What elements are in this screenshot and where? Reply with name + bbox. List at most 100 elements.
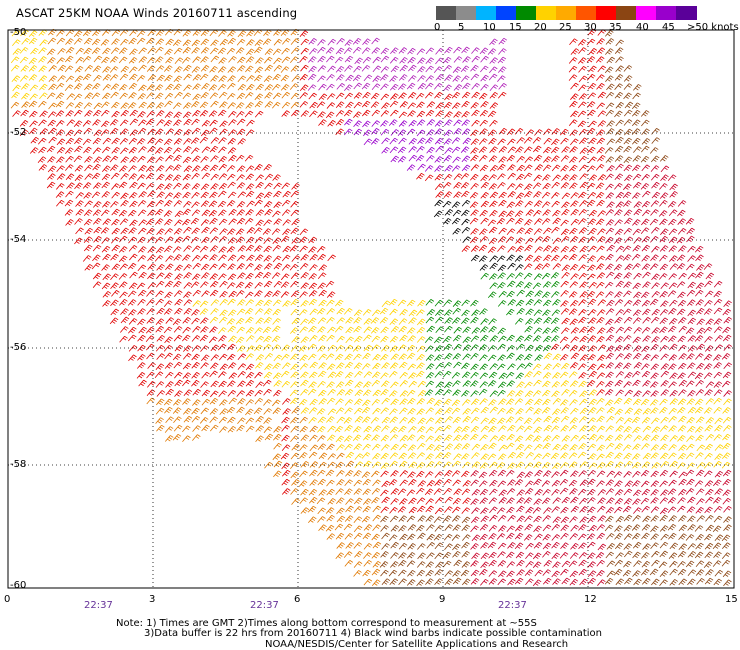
wind-barb bbox=[136, 75, 146, 82]
wind-barb bbox=[613, 397, 623, 405]
wind-barb bbox=[165, 416, 174, 424]
wind-barb bbox=[471, 47, 480, 54]
wind-barb bbox=[461, 245, 471, 252]
wind-barb bbox=[425, 137, 434, 144]
wind-barb bbox=[444, 325, 453, 333]
wind-barb bbox=[362, 478, 372, 486]
wind-barb bbox=[435, 326, 444, 334]
wind-barb bbox=[515, 443, 525, 451]
wind-barb bbox=[327, 371, 337, 379]
wind-barb bbox=[543, 128, 552, 136]
wind-barb bbox=[388, 479, 398, 486]
wind-barb bbox=[64, 147, 74, 154]
wind-barb bbox=[651, 191, 661, 199]
wind-barb bbox=[433, 66, 443, 74]
wind-barb bbox=[434, 183, 444, 190]
wind-barb bbox=[209, 326, 218, 333]
wind-barb bbox=[424, 389, 434, 396]
wind-barb bbox=[462, 380, 472, 387]
wind-barb bbox=[354, 57, 363, 65]
lon-label: 15 bbox=[725, 594, 738, 605]
wind-barb bbox=[417, 552, 426, 560]
wind-barb bbox=[263, 417, 272, 425]
wind-barb bbox=[434, 435, 443, 442]
wind-barb bbox=[596, 470, 606, 478]
wind-barb bbox=[487, 380, 497, 387]
wind-barb bbox=[686, 353, 695, 360]
wind-barb bbox=[326, 93, 336, 100]
wind-barb bbox=[614, 461, 624, 469]
wind-barb bbox=[605, 352, 615, 360]
wind-barb bbox=[380, 110, 390, 117]
wind-barb bbox=[687, 245, 696, 253]
wind-barb bbox=[514, 272, 524, 279]
wind-barb bbox=[559, 452, 569, 459]
wind-barb bbox=[138, 101, 147, 109]
wind-barb bbox=[433, 83, 443, 90]
wind-barb bbox=[102, 300, 111, 307]
legend-label: 30 bbox=[584, 22, 597, 33]
wind-barb bbox=[146, 84, 156, 91]
wind-barb bbox=[118, 181, 128, 189]
wind-barb bbox=[578, 524, 587, 531]
wind-barb bbox=[281, 462, 290, 470]
wind-barb bbox=[498, 48, 507, 55]
wind-barb bbox=[444, 93, 453, 101]
wind-barb bbox=[480, 417, 490, 425]
wind-barb bbox=[578, 416, 588, 423]
wind-barb bbox=[695, 380, 704, 387]
wind-barb bbox=[596, 444, 606, 452]
wind-barb bbox=[650, 165, 660, 172]
wind-barb bbox=[390, 353, 400, 361]
wind-barb bbox=[146, 371, 155, 379]
wind-barb bbox=[227, 181, 236, 189]
wind-barb bbox=[208, 336, 218, 344]
wind-barb bbox=[93, 55, 103, 63]
wind-barb bbox=[136, 138, 146, 145]
wind-barb bbox=[426, 397, 436, 405]
wind-barb bbox=[595, 182, 605, 190]
wind-barb bbox=[164, 272, 173, 280]
wind-barb bbox=[101, 101, 110, 109]
wind-barb bbox=[651, 245, 660, 253]
wind-barb bbox=[398, 578, 407, 585]
wind-barb bbox=[569, 300, 579, 307]
wind-barb bbox=[678, 543, 688, 551]
wind-barb bbox=[424, 336, 434, 343]
wind-barb bbox=[613, 237, 623, 245]
wind-barb bbox=[595, 56, 605, 63]
wind-barb bbox=[524, 164, 533, 172]
wind-barb bbox=[264, 353, 274, 360]
wind-barb bbox=[667, 201, 677, 208]
wind-barb bbox=[192, 388, 201, 396]
wind-barb bbox=[398, 559, 407, 567]
wind-barb bbox=[462, 344, 472, 352]
wind-barb bbox=[687, 551, 697, 558]
wind-barb bbox=[722, 416, 732, 424]
wind-barb bbox=[641, 363, 650, 370]
wind-barb bbox=[551, 309, 561, 316]
wind-barb bbox=[155, 280, 165, 288]
wind-barb bbox=[489, 120, 498, 127]
wind-barb bbox=[478, 344, 488, 351]
note-line-2: 3)Data buffer is 22 hrs from 20160711 4)… bbox=[144, 628, 602, 639]
wind-barb bbox=[408, 309, 418, 317]
wind-barb bbox=[163, 65, 173, 72]
wind-barb bbox=[280, 29, 290, 36]
wind-barb bbox=[579, 425, 588, 432]
wind-barb bbox=[298, 398, 308, 406]
wind-barb bbox=[326, 55, 335, 63]
wind-barb bbox=[174, 390, 183, 397]
wind-barb bbox=[137, 155, 146, 163]
wind-barb bbox=[237, 345, 246, 352]
wind-barb bbox=[533, 515, 542, 523]
wind-barb bbox=[208, 84, 218, 91]
wind-barb bbox=[398, 425, 407, 433]
wind-barb bbox=[642, 353, 651, 361]
wind-barb bbox=[416, 370, 425, 378]
wind-barb bbox=[354, 381, 363, 389]
wind-barb bbox=[399, 479, 408, 487]
wind-barb bbox=[363, 543, 373, 550]
wind-barb bbox=[38, 29, 48, 36]
wind-barb bbox=[721, 552, 731, 559]
